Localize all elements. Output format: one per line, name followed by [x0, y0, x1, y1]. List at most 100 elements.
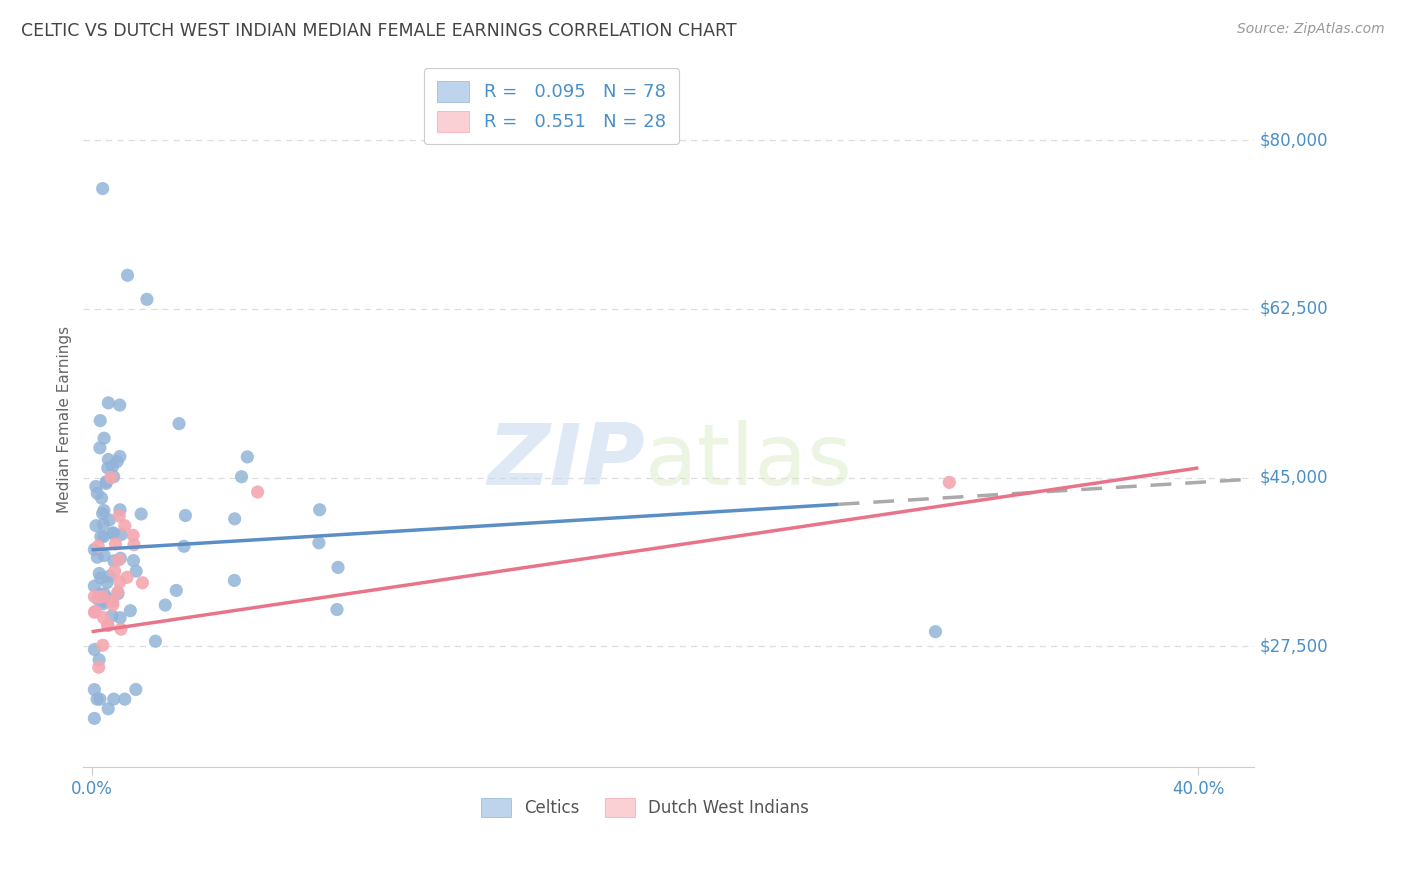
Point: [98, 569, 121, 583]
Point: [84, 518, 107, 533]
Point: [97, 396, 120, 410]
Point: [91, 590, 114, 604]
Point: [83, 642, 105, 657]
Point: [104, 537, 127, 551]
Text: CELTIC VS DUTCH WEST INDIAN MEDIAN FEMALE EARNINGS CORRELATION CHART: CELTIC VS DUTCH WEST INDIAN MEDIAN FEMAL…: [21, 22, 737, 40]
Point: [108, 574, 131, 589]
Point: [107, 585, 129, 599]
Point: [83, 605, 105, 619]
Point: [93, 517, 115, 532]
Point: [103, 525, 125, 540]
Point: [103, 554, 125, 568]
Text: Source: ZipAtlas.com: Source: ZipAtlas.com: [1237, 22, 1385, 37]
Point: [97, 618, 120, 632]
Text: $80,000: $80,000: [1260, 131, 1329, 150]
Point: [89, 692, 111, 706]
Point: [326, 560, 349, 574]
Text: atlas: atlas: [645, 420, 853, 503]
Point: [125, 682, 148, 697]
Point: [125, 564, 148, 578]
Point: [93, 610, 115, 624]
Point: [110, 527, 132, 541]
Point: [97, 452, 120, 467]
Point: [224, 574, 246, 588]
Point: [93, 587, 115, 601]
Point: [87, 653, 110, 667]
Point: [89, 441, 111, 455]
Point: [90, 491, 112, 505]
Point: [83, 590, 105, 604]
Point: [89, 414, 111, 428]
Text: $27,500: $27,500: [1260, 637, 1329, 655]
Point: [117, 268, 139, 283]
Point: [131, 575, 153, 590]
Point: [155, 598, 177, 612]
Point: [86, 550, 108, 565]
Point: [90, 571, 112, 585]
Point: [114, 692, 136, 706]
Point: [167, 417, 190, 431]
Point: [97, 618, 120, 632]
Point: [91, 638, 114, 652]
Point: [108, 450, 131, 464]
Point: [90, 530, 112, 544]
Point: [96, 475, 118, 489]
Legend: Celtics, Dutch West Indians: Celtics, Dutch West Indians: [474, 791, 815, 824]
Point: [91, 597, 114, 611]
Point: [101, 608, 124, 623]
Point: [231, 469, 253, 483]
Point: [83, 682, 105, 697]
Point: [91, 181, 114, 195]
Point: [87, 592, 110, 607]
Point: [110, 551, 132, 566]
Point: [98, 513, 121, 527]
Point: [104, 564, 127, 578]
Point: [924, 624, 946, 639]
Y-axis label: Median Female Earnings: Median Female Earnings: [58, 326, 72, 513]
Point: [93, 431, 115, 445]
Point: [115, 570, 138, 584]
Point: [308, 502, 330, 516]
Point: [93, 594, 115, 608]
Point: [107, 553, 129, 567]
Point: [122, 554, 145, 568]
Point: [114, 518, 136, 533]
Point: [236, 450, 259, 464]
Point: [96, 591, 118, 605]
Point: [103, 692, 125, 706]
Point: [103, 470, 125, 484]
Point: [93, 503, 115, 517]
Point: [86, 486, 108, 500]
Point: [145, 634, 167, 648]
Point: [83, 579, 105, 593]
Point: [174, 508, 197, 523]
Point: [97, 461, 120, 475]
Point: [89, 587, 111, 601]
Point: [87, 591, 110, 605]
Point: [120, 604, 142, 618]
Point: [86, 692, 108, 706]
Text: $62,500: $62,500: [1260, 300, 1329, 318]
Point: [84, 605, 107, 619]
Point: [129, 507, 152, 521]
Point: [84, 479, 107, 493]
Point: [938, 475, 960, 490]
Point: [326, 602, 349, 616]
Point: [101, 598, 124, 612]
Point: [91, 507, 114, 521]
Point: [122, 538, 145, 552]
Point: [101, 594, 124, 608]
Point: [308, 536, 330, 550]
Point: [93, 529, 115, 543]
Point: [108, 398, 131, 412]
Point: [107, 587, 129, 601]
Point: [83, 542, 105, 557]
Text: ZIP: ZIP: [488, 420, 645, 503]
Point: [224, 512, 246, 526]
Point: [101, 526, 124, 541]
Point: [97, 702, 120, 716]
Point: [93, 549, 115, 563]
Point: [108, 509, 131, 524]
Point: [100, 470, 122, 484]
Text: $45,000: $45,000: [1260, 468, 1329, 486]
